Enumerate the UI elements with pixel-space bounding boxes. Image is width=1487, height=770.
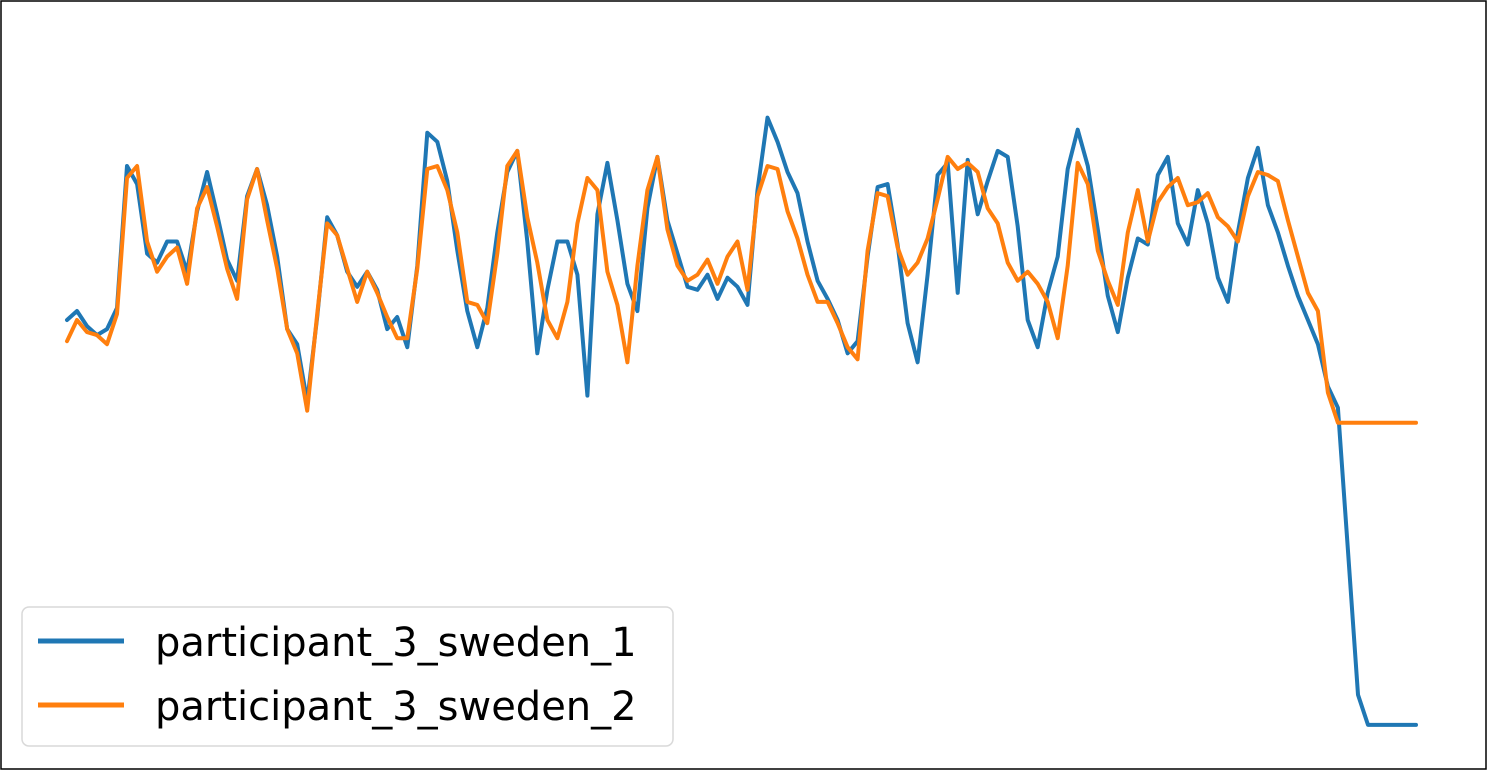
legend: participant_3_sweden_1 participant_3_swe… — [21, 606, 674, 747]
legend-frame — [21, 606, 674, 747]
legend-label-series-2: participant_3_sweden_2 — [155, 684, 637, 730]
series-layer — [65, 115, 1418, 727]
legend-label-series-1: participant_3_sweden_1 — [155, 620, 637, 666]
series-line-2 — [65, 148, 1418, 425]
